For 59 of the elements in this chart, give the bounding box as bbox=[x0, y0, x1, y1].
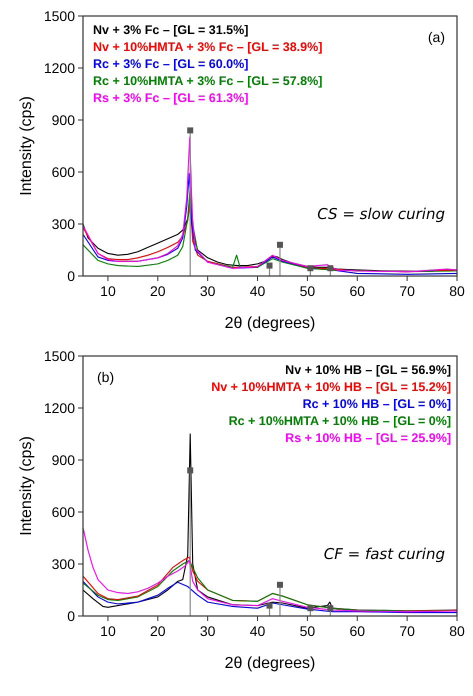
x-tick-label: 10 bbox=[100, 283, 116, 299]
x-tick-label: 70 bbox=[399, 623, 416, 639]
x-tick-label: 20 bbox=[150, 623, 166, 639]
point bbox=[187, 467, 194, 474]
point bbox=[276, 242, 283, 248]
text: Nv + 3% Fc – [GL = 31.5%] bbox=[93, 23, 248, 37]
text: Rc + 10% HB – [GL = 0%] bbox=[302, 397, 451, 411]
y-tick-label: 0 bbox=[67, 268, 76, 284]
y-tick-label: 1200 bbox=[44, 60, 76, 76]
x-tick-label: 80 bbox=[449, 283, 465, 299]
y-axis-title: Intensity (cps) bbox=[18, 96, 35, 196]
point bbox=[266, 602, 272, 609]
x-tick-label: 10 bbox=[100, 623, 116, 639]
x-tick-label: 50 bbox=[300, 623, 316, 639]
annotation: CF = fast curing bbox=[324, 544, 445, 563]
point bbox=[307, 605, 314, 612]
x-axis-title: 2θ (degrees) bbox=[224, 655, 316, 672]
point bbox=[327, 265, 334, 272]
y-tick-label: 600 bbox=[52, 164, 76, 180]
y-tick-label: 300 bbox=[52, 556, 76, 572]
x-tick-label: 80 bbox=[449, 623, 465, 639]
y-tick-label: 1500 bbox=[44, 8, 76, 24]
x-tick-label: 60 bbox=[349, 283, 366, 299]
x-tick-label: 50 bbox=[300, 283, 316, 299]
y-tick-label: 0 bbox=[67, 608, 76, 624]
x-tick-label: 40 bbox=[250, 623, 266, 639]
x-tick-label: 20 bbox=[150, 283, 166, 299]
text: Rs + 3% Fc – [GL = 61.3%] bbox=[93, 91, 248, 105]
text: Rc + 3% Fc – [GL = 60.0%] bbox=[93, 57, 248, 71]
y-tick-label: 300 bbox=[52, 216, 76, 232]
y-tick-label: 900 bbox=[52, 112, 76, 128]
text: Rc + 10%HMTA + 3% Fc – [GL = 57.8%] bbox=[93, 74, 322, 88]
point bbox=[307, 265, 314, 272]
text: Rs + 10% HB – [GL = 25.9%] bbox=[285, 431, 451, 445]
line-series bbox=[83, 527, 457, 612]
point bbox=[327, 605, 334, 612]
y-tick-label: 1500 bbox=[44, 348, 76, 364]
point bbox=[276, 582, 283, 588]
annotation: (a) bbox=[428, 29, 445, 45]
point bbox=[187, 127, 194, 134]
y-tick-label: 600 bbox=[52, 504, 76, 520]
text: Rc + 10%HMTA + 10% HB – [GL = 0%] bbox=[228, 414, 451, 428]
y-tick-label: 900 bbox=[52, 452, 76, 468]
point bbox=[266, 262, 272, 269]
x-axis-title: 2θ (degrees) bbox=[224, 315, 316, 332]
y-tick-label: 1200 bbox=[44, 400, 76, 416]
line-series bbox=[83, 136, 457, 272]
x-tick-label: 70 bbox=[399, 283, 416, 299]
x-tick-label: 30 bbox=[200, 283, 216, 299]
line-series bbox=[83, 580, 457, 614]
annotation: CS = slow curing bbox=[317, 204, 445, 223]
x-tick-label: 60 bbox=[349, 623, 366, 639]
text: Nv + 10% HB – [GL = 56.9%] bbox=[285, 363, 451, 377]
text: Nv + 10%HMTA + 3% Fc – [GL = 38.9%] bbox=[93, 40, 322, 54]
x-tick-label: 30 bbox=[200, 623, 216, 639]
annotation: (b) bbox=[97, 369, 114, 385]
x-tick-label: 40 bbox=[250, 283, 266, 299]
y-axis-title: Intensity (cps) bbox=[18, 436, 35, 536]
text: Nv + 10%HMTA + 10% HB – [GL = 15.2%] bbox=[211, 380, 451, 394]
